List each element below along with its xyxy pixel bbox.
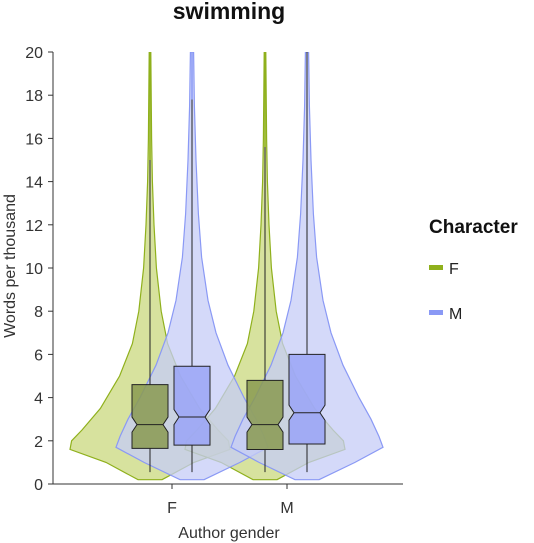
violins (69, 52, 384, 481)
y-ticks: 0 2 4 6 8 10 12 14 16 18 20 (25, 45, 53, 494)
y-axis-title: Words per thousand (2, 194, 19, 338)
y-tick-label: 6 (34, 347, 43, 364)
x-axis-title: Author gender (178, 525, 280, 542)
y-tick-label: 12 (25, 218, 43, 235)
y-tick-label: 16 (25, 131, 43, 148)
legend-swatch-m (429, 310, 443, 315)
legend-swatch-f (429, 265, 443, 270)
y-tick-label: 20 (25, 45, 43, 62)
legend-label-f: F (449, 261, 459, 278)
y-tick-label: 18 (25, 88, 43, 105)
x-tick-label: F (167, 500, 177, 517)
y-tick-label: 8 (34, 304, 43, 321)
y-tick-label: 14 (25, 175, 43, 192)
y-tick-label: 10 (25, 261, 43, 278)
chart-title: swimming (173, 0, 285, 24)
legend-title: Character (429, 217, 518, 238)
x-tick-label: M (280, 500, 293, 517)
legend-label-m: M (449, 306, 462, 323)
box-m-f (173, 365, 211, 446)
legend: FM (429, 261, 462, 323)
boxplots (131, 52, 326, 473)
box-f-f (131, 384, 169, 449)
y-tick-label: 0 (34, 477, 43, 494)
box-f-m (246, 379, 284, 450)
y-tick-label: 2 (34, 434, 43, 451)
box-m-m (288, 353, 326, 445)
y-tick-label: 4 (34, 391, 43, 408)
